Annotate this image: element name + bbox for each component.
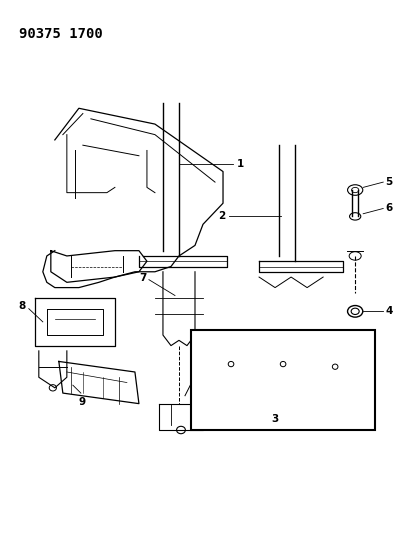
Text: 7: 7 bbox=[139, 273, 146, 283]
Text: 2: 2 bbox=[217, 212, 224, 221]
Text: 1: 1 bbox=[237, 159, 244, 168]
Text: 3: 3 bbox=[271, 415, 278, 424]
Text: 5: 5 bbox=[384, 177, 392, 187]
Text: 8: 8 bbox=[19, 301, 26, 311]
Text: 9: 9 bbox=[78, 397, 85, 407]
Bar bbox=[190, 330, 374, 430]
Text: 6: 6 bbox=[384, 204, 392, 214]
Text: 4: 4 bbox=[384, 306, 392, 316]
Text: 90375 1700: 90375 1700 bbox=[19, 27, 102, 41]
